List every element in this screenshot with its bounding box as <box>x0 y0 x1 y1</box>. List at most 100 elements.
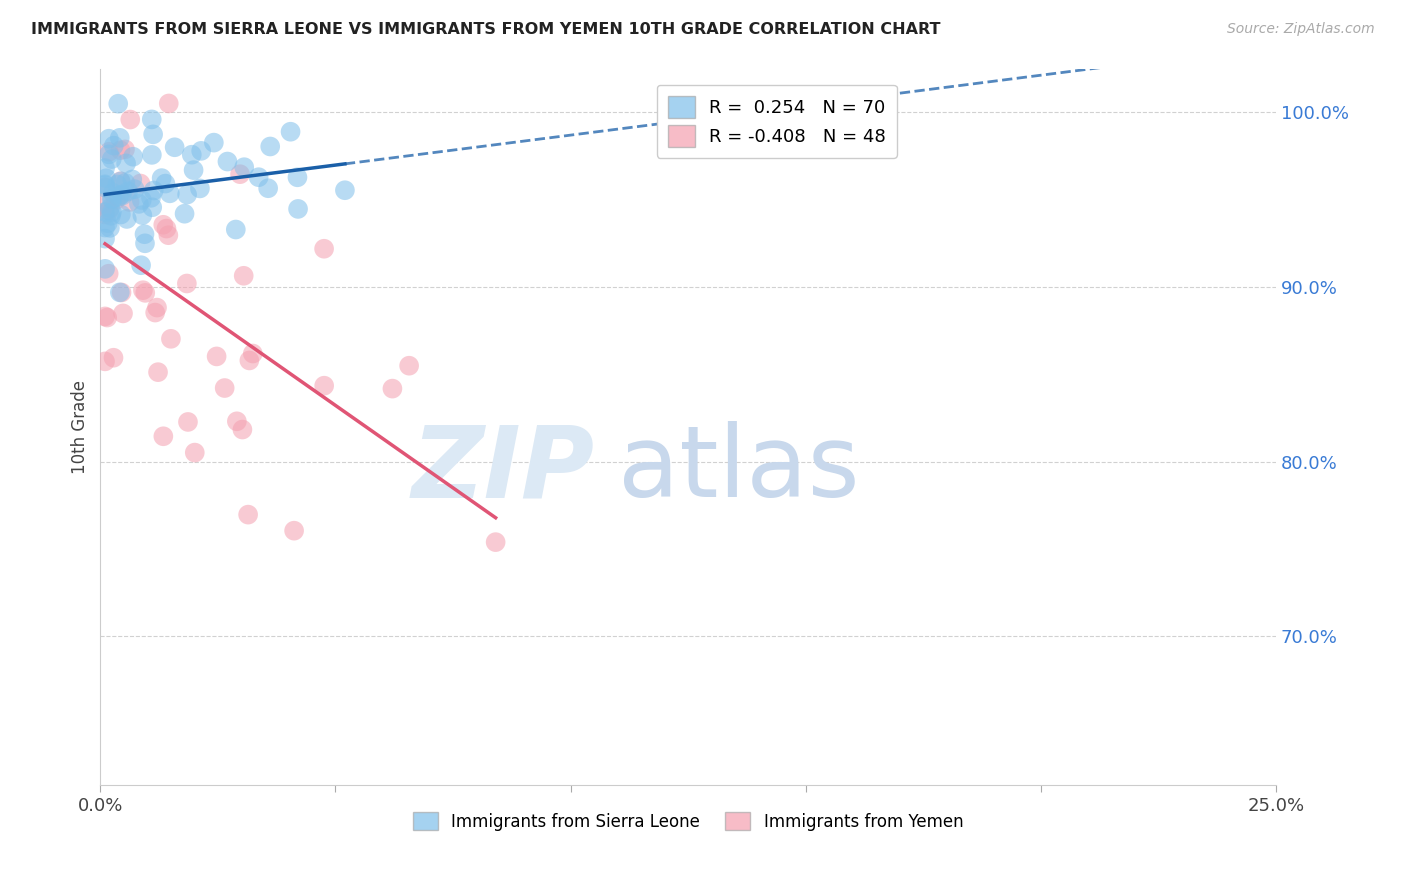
Point <box>141 112 163 127</box>
Point <box>287 170 309 185</box>
Text: atlas: atlas <box>617 421 859 518</box>
Point <box>152 429 174 443</box>
Point <box>157 228 180 243</box>
Point <box>139 191 162 205</box>
Point <box>100 209 122 223</box>
Point <box>105 178 128 192</box>
Point <box>205 350 228 364</box>
Point <box>238 353 260 368</box>
Point <box>110 285 132 300</box>
Point <box>94 180 117 194</box>
Text: ZIP: ZIP <box>411 421 595 518</box>
Point <box>94 220 117 235</box>
Point <box>131 193 153 207</box>
Point <box>188 181 211 195</box>
Point <box>157 96 180 111</box>
Point <box>108 189 131 203</box>
Point <box>183 163 205 178</box>
Point <box>141 148 163 162</box>
Point <box>202 136 225 150</box>
Point <box>107 96 129 111</box>
Point <box>94 354 117 368</box>
Point <box>110 174 132 188</box>
Point <box>142 184 165 198</box>
Point <box>231 423 253 437</box>
Point <box>247 170 270 185</box>
Point <box>101 192 124 206</box>
Point <box>94 181 117 195</box>
Point <box>180 147 202 161</box>
Point <box>142 128 165 142</box>
Point <box>152 218 174 232</box>
Point <box>242 346 264 360</box>
Point <box>155 221 177 235</box>
Point <box>115 156 138 170</box>
Point <box>110 143 132 157</box>
Point <box>94 171 117 186</box>
Point <box>225 222 247 236</box>
Point <box>97 267 120 281</box>
Point <box>176 187 198 202</box>
Point <box>94 205 117 219</box>
Point <box>112 306 135 320</box>
Point <box>101 186 124 200</box>
Point <box>233 160 256 174</box>
Point <box>103 138 125 153</box>
Point <box>108 285 131 300</box>
Point <box>287 202 309 216</box>
Point <box>129 258 152 272</box>
Point <box>121 172 143 186</box>
Point <box>141 200 163 214</box>
Point <box>114 142 136 156</box>
Point <box>236 508 259 522</box>
Point <box>98 145 121 159</box>
Legend: R =  0.254   N = 70, R = -0.408   N = 48: R = 0.254 N = 70, R = -0.408 N = 48 <box>657 85 897 158</box>
Point <box>259 139 281 153</box>
Point <box>98 220 121 235</box>
Point <box>110 187 132 202</box>
Point <box>129 177 152 191</box>
Point <box>98 201 121 215</box>
Point <box>146 365 169 379</box>
Point <box>177 415 200 429</box>
Y-axis label: 10th Grade: 10th Grade <box>72 380 89 474</box>
Point <box>100 192 122 206</box>
Point <box>94 232 117 246</box>
Point <box>101 152 124 166</box>
Point <box>160 332 183 346</box>
Point <box>118 194 141 209</box>
Point <box>115 211 138 226</box>
Point <box>101 205 124 219</box>
Point <box>114 176 136 190</box>
Point <box>124 182 146 196</box>
Point <box>134 236 156 251</box>
Point <box>120 112 142 127</box>
Point <box>103 351 125 365</box>
Point <box>398 359 420 373</box>
Point <box>104 193 127 207</box>
Point <box>131 208 153 222</box>
Point <box>163 140 186 154</box>
Point <box>96 310 118 325</box>
Point <box>143 305 166 319</box>
Point <box>155 177 177 191</box>
Point <box>97 203 120 218</box>
Point <box>214 381 236 395</box>
Point <box>283 524 305 538</box>
Point <box>122 150 145 164</box>
Point <box>134 227 156 242</box>
Point <box>110 207 132 221</box>
Point <box>184 445 207 459</box>
Point <box>314 378 336 392</box>
Text: Source: ZipAtlas.com: Source: ZipAtlas.com <box>1227 22 1375 37</box>
Point <box>146 301 169 315</box>
Point <box>110 174 132 188</box>
Point <box>333 183 356 197</box>
Point <box>94 261 117 276</box>
Point <box>217 154 239 169</box>
Point <box>381 382 404 396</box>
Point <box>159 186 181 201</box>
Point <box>173 207 195 221</box>
Point <box>190 144 212 158</box>
Point <box>176 277 198 291</box>
